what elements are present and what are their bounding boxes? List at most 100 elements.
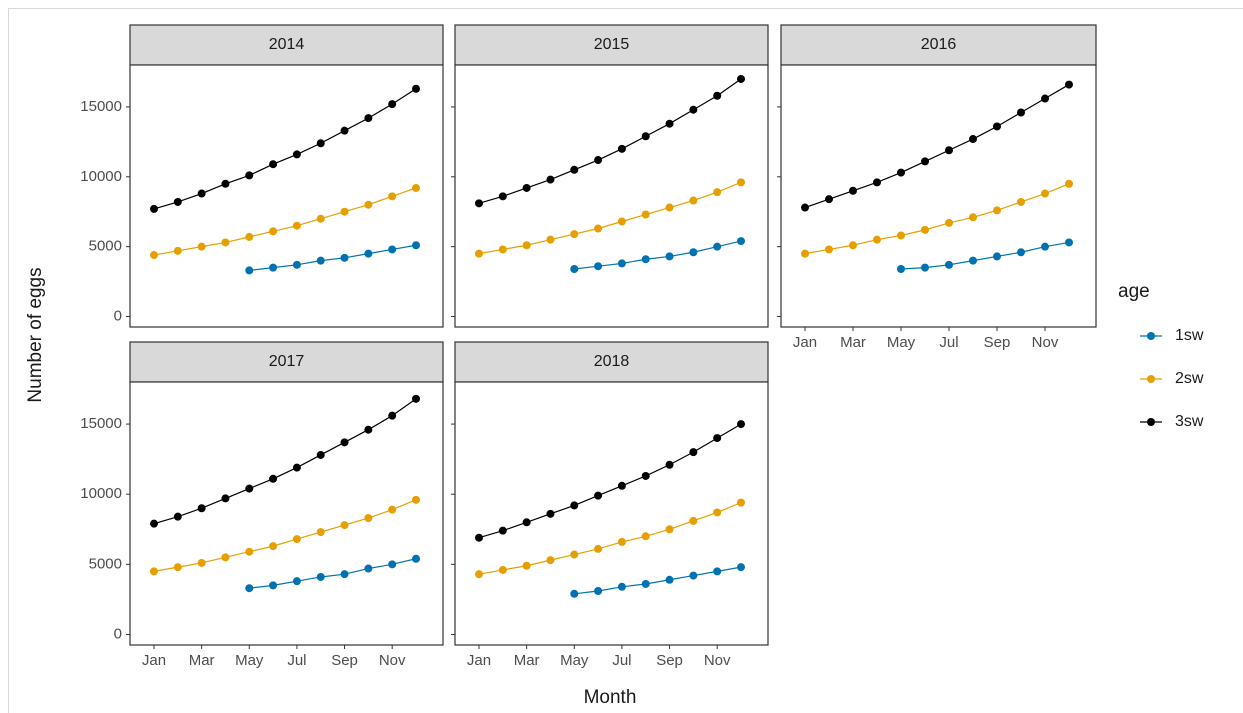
series-line: 3sw <box>153 398 417 525</box>
point <box>641 255 650 264</box>
point <box>993 122 1001 131</box>
series-line: 1sw <box>900 241 1070 270</box>
point <box>245 584 254 593</box>
point <box>173 512 182 521</box>
point <box>945 146 953 155</box>
point <box>364 564 373 573</box>
point <box>498 245 507 254</box>
series-line: 2sw <box>153 499 417 572</box>
point <box>689 571 698 580</box>
point <box>269 474 278 483</box>
point <box>969 213 977 222</box>
point <box>292 221 301 230</box>
point <box>245 547 254 556</box>
point <box>921 263 929 272</box>
point <box>689 516 698 525</box>
y-tick-label: 10000 <box>80 485 122 502</box>
legend-label: 2sw <box>1175 370 1204 387</box>
y-axis-title: Number of eggs <box>25 267 46 402</box>
point <box>522 518 531 527</box>
point <box>617 217 626 226</box>
x-tick-label: Mar <box>514 652 540 669</box>
point <box>641 210 650 219</box>
point <box>1065 179 1073 188</box>
point <box>665 460 674 469</box>
point <box>364 514 373 523</box>
point <box>1017 108 1025 117</box>
point <box>1017 248 1025 257</box>
point <box>570 165 579 174</box>
point <box>150 204 158 213</box>
series-line: 2sw <box>478 181 742 255</box>
strip-text: 2014 <box>269 36 305 53</box>
point <box>245 484 254 493</box>
point <box>316 214 325 223</box>
point <box>364 114 373 123</box>
point <box>665 252 674 261</box>
point <box>364 200 373 209</box>
point <box>221 553 230 562</box>
point <box>570 550 579 559</box>
point <box>173 197 182 206</box>
point <box>993 252 1001 261</box>
point <box>546 509 555 518</box>
series-line: 3sw <box>804 84 1070 209</box>
legend-key-point <box>1147 332 1155 340</box>
point <box>340 253 349 262</box>
point <box>412 554 420 563</box>
x-tick-label: Mar <box>840 334 866 351</box>
x-tick-label: Nov <box>704 652 731 669</box>
point <box>292 463 301 472</box>
point <box>993 206 1001 215</box>
point <box>849 241 857 250</box>
strip <box>129 24 444 66</box>
legend-label: 1sw <box>1175 327 1204 344</box>
point <box>1065 238 1073 247</box>
y-tick-label: 15000 <box>80 98 122 115</box>
legend-title: age <box>1118 281 1150 302</box>
point <box>316 572 325 581</box>
series-line: 1sw <box>249 558 417 589</box>
point <box>498 192 507 201</box>
point <box>412 241 420 250</box>
point <box>737 563 745 572</box>
point <box>737 498 745 507</box>
point <box>197 189 206 198</box>
strip <box>454 24 769 66</box>
point <box>292 150 301 159</box>
point <box>1017 197 1025 206</box>
point <box>641 532 650 541</box>
y-tick-label: 0 <box>114 625 122 642</box>
point <box>617 481 626 490</box>
x-tick-label: Jan <box>793 334 817 351</box>
point <box>617 582 626 591</box>
point <box>641 471 650 480</box>
point <box>340 438 349 447</box>
y-tick-label: 10000 <box>80 168 122 185</box>
x-tick-label: Nov <box>1032 334 1059 351</box>
point <box>245 171 254 180</box>
point <box>221 238 230 247</box>
point <box>617 259 626 268</box>
point <box>340 126 349 135</box>
strip <box>454 341 769 383</box>
point <box>825 245 833 254</box>
point <box>340 207 349 216</box>
series-line: 2sw <box>153 187 417 256</box>
point <box>245 266 254 275</box>
series-line: 1sw <box>574 566 742 595</box>
point <box>364 249 373 258</box>
point <box>825 195 833 204</box>
point <box>665 203 674 212</box>
point <box>546 235 555 244</box>
point <box>498 526 507 535</box>
point <box>245 232 254 241</box>
point <box>594 262 603 271</box>
point <box>1041 94 1049 103</box>
point <box>945 218 953 227</box>
point <box>737 74 745 83</box>
point <box>1041 189 1049 198</box>
x-tick-label: Jul <box>939 334 958 351</box>
series-line: 3sw <box>478 78 742 204</box>
strip-text: 2015 <box>594 36 630 53</box>
